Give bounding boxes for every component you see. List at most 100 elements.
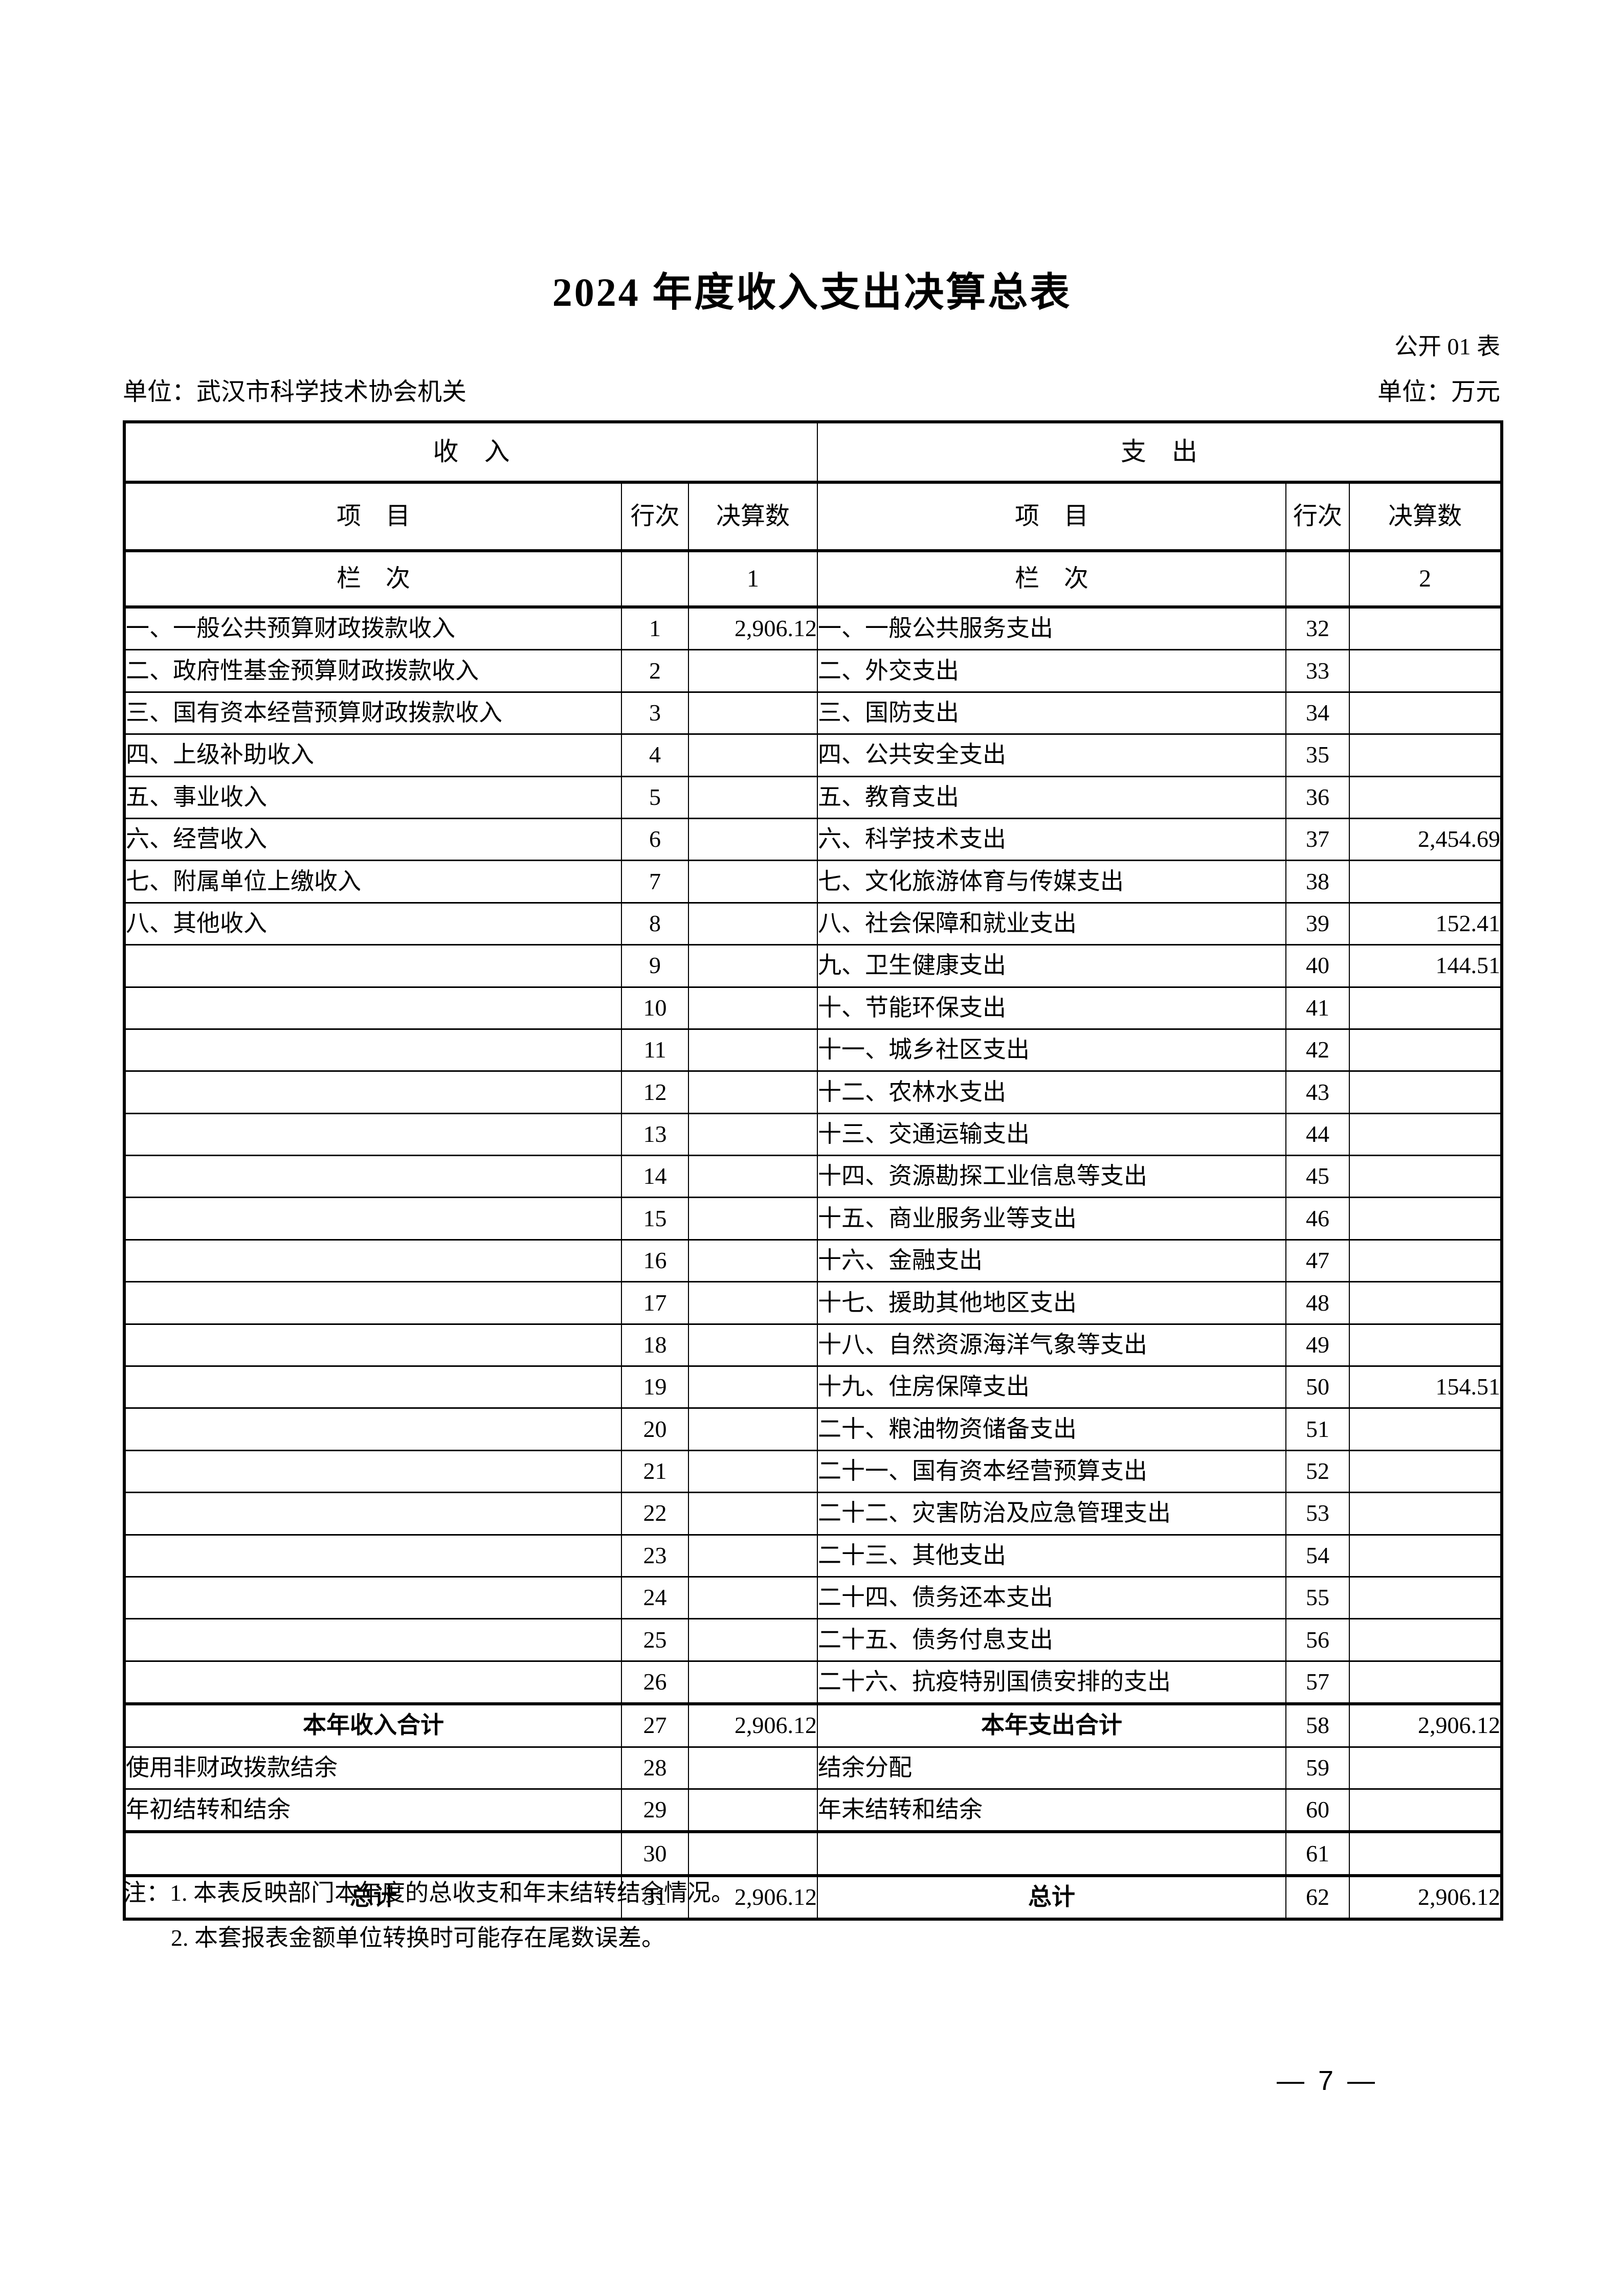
cell-revenue-amount — [687, 1746, 818, 1790]
cell-expenditure-line-no: 54 — [1285, 1534, 1350, 1578]
cell-expenditure-amount: 152.41 — [1349, 902, 1503, 946]
cell-revenue-item — [124, 1575, 622, 1620]
table-row: 六、经营收入 6 六、科学技术支出 37 2,454.69 — [124, 817, 1503, 862]
column-header-row: 项 目 行次 决算数 项 目 行次 决算数 — [124, 481, 1503, 552]
section-header-row: 收 入 支 出 — [123, 421, 1503, 484]
cell-expenditure-amount — [1349, 1830, 1503, 1877]
column-index-blank-left — [621, 550, 689, 609]
cell-revenue-amount — [687, 817, 818, 862]
cell-expenditure-amount — [1349, 1197, 1503, 1241]
table-row: 七、附属单位上缴收入 7 七、文化旅游体育与传媒支出 38 — [124, 860, 1503, 904]
table-row: 12 十二、农林水支出 43 — [124, 1070, 1503, 1114]
cell-revenue-item — [124, 1660, 622, 1705]
cell-expenditure-item: 六、科学技术支出 — [817, 817, 1287, 862]
cell-revenue-amount — [687, 691, 818, 735]
cell-revenue-line-no: 16 — [621, 1239, 689, 1283]
cell-revenue-item — [124, 1323, 622, 1367]
table-body: 收 入 支 出 项 目 行次 决算数 项 目 行次 决算数 栏 次 1 栏 次 … — [123, 421, 1503, 1920]
cell-expenditure-item: 八、社会保障和就业支出 — [817, 902, 1287, 946]
cell-expenditure-item: 十一、城乡社区支出 — [817, 1028, 1287, 1072]
cell-revenue-amount — [687, 649, 818, 693]
cell-revenue-item — [124, 1239, 622, 1283]
cell-expenditure-item: 十三、交通运输支出 — [817, 1112, 1287, 1157]
cell-revenue-line-no: 3 — [621, 691, 689, 735]
column-index-revenue: 1 — [687, 550, 818, 609]
cell-revenue-item — [124, 1112, 622, 1157]
table-row: 三、国有资本经营预算财政拨款收入 3 三、国防支出 34 — [124, 691, 1503, 735]
cell-revenue-item — [124, 944, 622, 988]
table-row: 使用非财政拨款结余 28 结余分配 59 — [124, 1746, 1503, 1790]
cell-revenue-item — [124, 1070, 622, 1114]
table-row: 22 二十二、灾害防治及应急管理支出 53 — [124, 1492, 1503, 1536]
cell-revenue-amount: 2,906.12 — [687, 1874, 818, 1920]
footnotes: 注：1. 本表反映部门本年度的总收支和年末结转结余情况。 2. 本套报表金额单位… — [123, 1878, 735, 1953]
cell-revenue-amount — [687, 1155, 818, 1199]
cell-revenue-line-no: 2 — [621, 649, 689, 693]
cell-revenue-item: 八、其他收入 — [124, 902, 622, 946]
table-row: 一、一般公共预算财政拨款收入 1 2,906.12 一、一般公共服务支出 32 — [124, 606, 1503, 651]
cell-expenditure-amount — [1349, 1070, 1503, 1114]
cell-revenue-line-no: 4 — [621, 733, 689, 777]
cell-expenditure-item: 二十五、债务付息支出 — [817, 1618, 1287, 1662]
cell-expenditure-amount: 2,906.12 — [1349, 1702, 1503, 1748]
cell-revenue-item — [124, 1281, 622, 1325]
table-row: 30 61 — [124, 1830, 1503, 1877]
cell-revenue-item — [124, 1534, 622, 1578]
table-row: 24 二十四、债务还本支出 55 — [124, 1575, 1503, 1620]
cell-expenditure-line-no: 61 — [1285, 1830, 1350, 1877]
cell-expenditure-line-no: 48 — [1285, 1281, 1350, 1325]
cell-revenue-amount — [687, 1534, 818, 1578]
budget-summary-table: 收 入 支 出 项 目 行次 决算数 项 目 行次 决算数 栏 次 1 栏 次 … — [123, 420, 1504, 1921]
page-number: — 7 — — [1276, 2065, 1378, 2096]
table-row: 16 十六、金融支出 47 — [124, 1239, 1503, 1283]
cell-expenditure-line-no: 56 — [1285, 1618, 1350, 1662]
section-header-expenditure: 支 出 — [817, 421, 1503, 484]
cell-expenditure-line-no: 43 — [1285, 1070, 1350, 1114]
cell-expenditure-amount — [1349, 691, 1503, 735]
cell-expenditure-line-no: 55 — [1285, 1575, 1350, 1620]
cell-revenue-line-no: 11 — [621, 1028, 689, 1072]
cell-expenditure-line-no: 39 — [1285, 902, 1350, 946]
cell-expenditure-amount — [1349, 606, 1503, 651]
cell-expenditure-amount: 2,906.12 — [1349, 1874, 1503, 1920]
cell-revenue-amount — [687, 1660, 818, 1705]
cell-revenue-amount — [687, 1830, 818, 1877]
cell-expenditure-line-no: 47 — [1285, 1239, 1350, 1283]
cell-revenue-item: 七、附属单位上缴收入 — [124, 860, 622, 904]
cell-revenue-line-no: 13 — [621, 1112, 689, 1157]
cell-revenue-amount — [687, 1028, 818, 1072]
cell-expenditure-line-no: 44 — [1285, 1112, 1350, 1157]
cell-revenue-amount: 2,906.12 — [687, 606, 818, 651]
cell-expenditure-line-no: 41 — [1285, 986, 1350, 1030]
cell-expenditure-item: 二十六、抗疫特别国债安排的支出 — [817, 1660, 1287, 1705]
table-row: 26 二十六、抗疫特别国债安排的支出 57 — [124, 1660, 1503, 1705]
cell-expenditure-amount — [1349, 1281, 1503, 1325]
table-row: 总计 31 2,906.12 总计 62 2,906.12 — [124, 1874, 1503, 1920]
cell-expenditure-item: 二十二、灾害防治及应急管理支出 — [817, 1492, 1287, 1536]
cell-revenue-item — [124, 1028, 622, 1072]
cell-expenditure-line-no: 51 — [1285, 1407, 1350, 1451]
cell-revenue-item: 四、上级补助收入 — [124, 733, 622, 777]
cell-expenditure-amount — [1349, 775, 1503, 819]
cell-revenue-line-no: 17 — [621, 1281, 689, 1325]
cell-expenditure-line-no: 52 — [1285, 1449, 1350, 1494]
cell-revenue-line-no: 8 — [621, 902, 689, 946]
table-row: 11 十一、城乡社区支出 42 — [124, 1028, 1503, 1072]
footnote-line-1: 注：1. 本表反映部门本年度的总收支和年末结转结余情况。 — [123, 1880, 735, 1906]
cell-expenditure-item — [817, 1830, 1287, 1877]
footnote-line-2: 2. 本套报表金额单位转换时可能存在尾数误差。 — [171, 1925, 665, 1951]
cell-expenditure-line-no: 60 — [1285, 1788, 1350, 1833]
cell-revenue-amount — [687, 1197, 818, 1241]
cell-revenue-line-no: 1 — [621, 606, 689, 651]
unit-name-label: 单位：武汉市科学技术协会机关 — [123, 378, 467, 406]
column-index-blank-right — [1285, 550, 1350, 609]
cell-expenditure-item: 年末结转和结余 — [817, 1788, 1287, 1833]
cell-expenditure-item: 二十一、国有资本经营预算支出 — [817, 1449, 1287, 1494]
table-row: 二、政府性基金预算财政拨款收入 2 二、外交支出 33 — [124, 649, 1503, 693]
column-header-item-right: 项 目 — [817, 481, 1287, 552]
cell-revenue-line-no: 14 — [621, 1155, 689, 1199]
column-index-expenditure: 2 — [1349, 550, 1503, 609]
table-row: 10 十、节能环保支出 41 — [124, 986, 1503, 1030]
cell-revenue-amount — [687, 1112, 818, 1157]
